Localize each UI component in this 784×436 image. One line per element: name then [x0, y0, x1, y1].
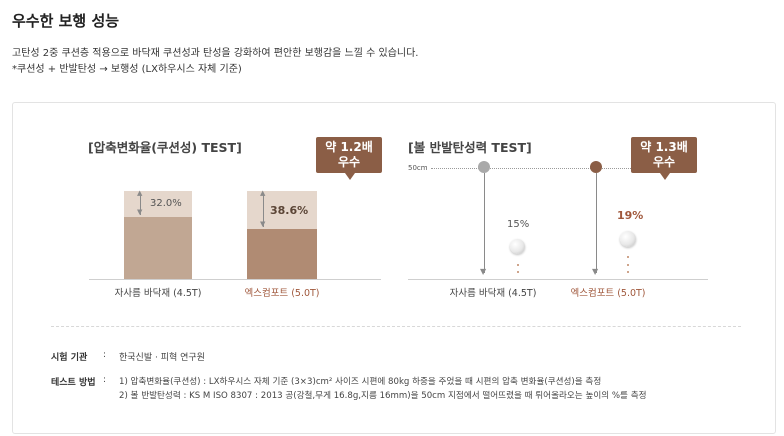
- compression-badge-line2: 우수: [337, 155, 361, 169]
- bar-2-arrow-up: ▲: [260, 189, 266, 197]
- page-title: 우수한 보행 성능: [12, 12, 120, 30]
- compression-chart-title: [압축변화율(쿠션성) TEST]: [88, 140, 242, 155]
- bar-1-compressed-part: [124, 191, 192, 217]
- bar-2-arrow: [263, 193, 264, 227]
- performance-card: [압축변화율(쿠션성) TEST] 약 1.2배 우수 ▲ ▼ 32.0% ▲ …: [12, 102, 776, 434]
- drop-ball-2: [590, 161, 602, 173]
- bar-2-percent: 38.6%: [270, 204, 309, 217]
- method-item-1: 1) 압축변화율(쿠션성) : LX하우시스 자체 기준 (3×3)cm² 사이…: [119, 377, 602, 387]
- rebound-chart-title: [볼 반발탄성력 TEST]: [408, 140, 532, 155]
- compression-badge: 약 1.2배 우수: [316, 137, 382, 173]
- drop-arrow-1: [484, 173, 485, 273]
- compression-badge-line1: 약 1.2배: [325, 140, 373, 154]
- rebound-badge-tail: [660, 173, 670, 180]
- compression-bar-2: [247, 191, 317, 279]
- rebound-ball-2: [620, 231, 636, 247]
- compression-label-1: 자사름 바닥재 (4.5T): [114, 288, 202, 299]
- bar-1-arrow-down: ▼: [137, 208, 143, 216]
- rebound-badge: 약 1.3배 우수: [631, 137, 697, 173]
- drop-height-label: 50cm: [408, 164, 428, 172]
- bar-2-remaining-part: [247, 229, 317, 279]
- drop-arrow-2-head: ▼: [592, 267, 599, 276]
- bar-1-arrow-up: ▲: [137, 189, 143, 197]
- rebound-trail-1a: [517, 264, 519, 266]
- institution-separator: :: [103, 350, 107, 360]
- rebound-percent-1: 15%: [507, 219, 530, 230]
- rebound-badge-line1: 약 1.3배: [640, 140, 688, 154]
- bar-1-remaining-part: [124, 217, 192, 279]
- rebound-baseline: [408, 279, 708, 280]
- bar-2-arrow-down: ▼: [260, 220, 266, 228]
- section-separator: [51, 326, 741, 327]
- drop-ball-1: [478, 161, 490, 173]
- bar-2-compressed-part: [247, 191, 317, 229]
- compression-label-2: 엑스컴포트 (5.0T): [244, 288, 320, 299]
- method-item-2: 2) 볼 반발탄성력 : KS M ISO 8307 : 2013 공(강철,무…: [119, 391, 647, 401]
- rebound-ball-1: [510, 239, 525, 254]
- rebound-label-1: 자사름 바닥재 (4.5T): [449, 288, 537, 299]
- rebound-trail-2c: [627, 271, 629, 273]
- bar-1-arrow: [140, 193, 141, 215]
- drop-height-line: [431, 168, 631, 169]
- method-label: 테스트 방법: [51, 378, 96, 388]
- drop-arrow-2: [596, 173, 597, 273]
- compression-baseline: [89, 279, 381, 280]
- method-separator: :: [103, 375, 107, 385]
- rebound-trail-2a: [627, 256, 629, 258]
- rebound-trail-1b: [517, 271, 519, 273]
- rebound-trail-2b: [627, 264, 629, 266]
- rebound-percent-2: 19%: [617, 209, 644, 222]
- institution-value: 한국신발 · 피혁 연구원: [119, 353, 205, 363]
- page-description: 고탄성 2중 쿠션층 적용으로 바닥재 쿠션성과 탄성을 강화하여 편안한 보행…: [12, 48, 419, 59]
- drop-arrow-1-head: ▼: [480, 267, 487, 276]
- page-note: *쿠션성 + 반발탄성 → 보행성 (LX하우시스 자체 기준): [12, 64, 242, 75]
- compression-badge-tail: [345, 173, 355, 180]
- compression-bar-1: [124, 191, 192, 279]
- rebound-label-2: 엑스컴포트 (5.0T): [570, 288, 646, 299]
- rebound-badge-line2: 우수: [652, 155, 676, 169]
- institution-label: 시험 기관: [51, 353, 88, 363]
- bar-1-percent: 32.0%: [150, 198, 182, 209]
